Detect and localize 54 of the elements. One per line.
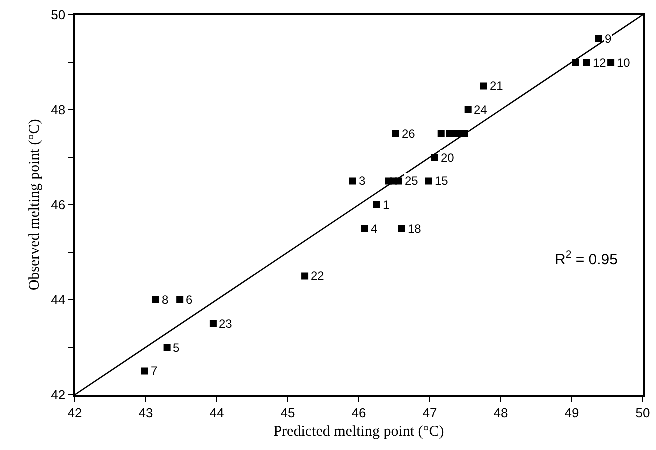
annotation: 8: [162, 293, 169, 307]
point: [425, 178, 432, 185]
annotation: 7: [151, 364, 158, 378]
annotation: 5: [173, 341, 180, 355]
point: [210, 320, 217, 328]
point: [152, 296, 160, 304]
annotation: 15: [435, 174, 449, 188]
y-tick-label: 42: [51, 388, 66, 403]
annotation: 12: [593, 56, 607, 70]
x-axis-title: Predicted melting point (°C): [274, 424, 444, 440]
x-tick-label: 42: [68, 405, 82, 420]
annotation: 6: [186, 293, 193, 307]
annotation: 1: [383, 198, 390, 212]
point: [480, 82, 488, 90]
point: [392, 130, 400, 138]
point: [141, 368, 148, 375]
y-tick-label: 46: [51, 198, 66, 213]
point: [438, 130, 445, 138]
annotation: 25: [405, 174, 419, 188]
annotation: R$^{2}$ = 0.95: [555, 249, 618, 268]
x-tick-label: 48: [494, 405, 508, 420]
x-tick-label: 44: [210, 405, 224, 420]
point: [302, 272, 309, 280]
point: [164, 344, 171, 351]
x-tick-label: 49: [564, 405, 580, 420]
annotation: 24: [474, 103, 488, 117]
point: [349, 178, 356, 185]
annotation: 20: [441, 151, 455, 165]
point: [595, 35, 602, 42]
point: [608, 59, 615, 66]
annotation: 10: [617, 56, 631, 70]
point: [373, 202, 380, 208]
annotation: 26: [402, 127, 416, 141]
x-tick-label: 47: [422, 405, 438, 420]
annotation: 23: [219, 317, 233, 331]
annotation: 18: [408, 222, 422, 236]
y-tick-label: 44: [51, 292, 66, 308]
annotation: 22: [311, 269, 325, 283]
annotation: 3: [359, 174, 366, 188]
x-tick-label: 43: [138, 405, 154, 420]
point: [583, 59, 590, 66]
point: [398, 225, 406, 232]
y-tick-label: 50: [51, 8, 66, 23]
point: [361, 225, 368, 232]
y-tick-label: 48: [51, 102, 66, 118]
y-axis-title: Observed melting point (°C): [26, 119, 43, 291]
x-tick-label: 50: [636, 405, 650, 420]
x-tick-label: 46: [352, 405, 366, 420]
point: [464, 106, 472, 114]
annotation: 9: [605, 32, 612, 46]
annotation: 4: [371, 222, 378, 236]
point: [176, 296, 184, 304]
x-tick-label: 45: [280, 405, 296, 420]
annotation: 21: [490, 79, 504, 93]
